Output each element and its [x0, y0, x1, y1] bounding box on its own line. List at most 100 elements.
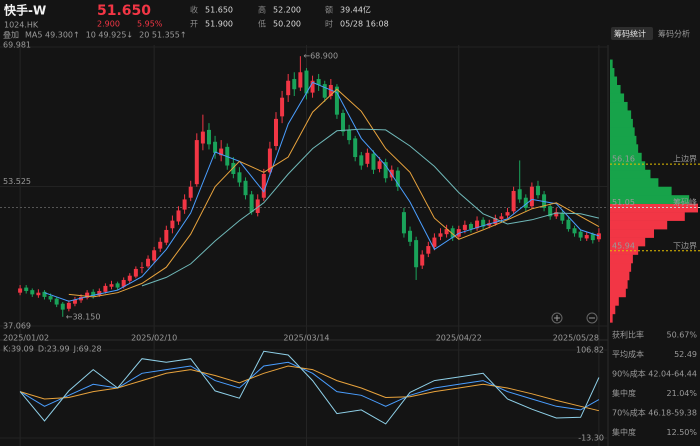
- legend-entry: MA5 49.300↑: [25, 31, 80, 40]
- chip-bar: [610, 118, 633, 128]
- candle-body: [535, 185, 540, 196]
- candle-body: [468, 224, 473, 230]
- panel-tab[interactable]: 筹码统计: [614, 29, 646, 39]
- legend-entry: 10 49.925↓: [86, 31, 133, 40]
- candle-body: [584, 235, 589, 239]
- zoom-in[interactable]: [551, 312, 563, 324]
- chip-bar: [610, 195, 690, 204]
- candle-body: [267, 148, 272, 173]
- candle-body: [371, 153, 376, 170]
- field-label: 额: [325, 5, 333, 15]
- y-tick-label: -13.30: [578, 434, 604, 443]
- candle-body: [450, 228, 455, 238]
- chip-bar: [610, 237, 646, 247]
- y-tick-label: 53.525: [3, 177, 31, 186]
- candle-body: [139, 267, 144, 269]
- candle-body: [146, 258, 151, 267]
- candle-body: [66, 302, 71, 309]
- candle-body: [347, 129, 352, 141]
- stat-value: 42.04-64.44: [648, 370, 697, 379]
- chip-bar: [610, 271, 630, 281]
- chip-bar: [610, 169, 651, 179]
- candle-body: [499, 216, 504, 219]
- candle-body: [572, 228, 577, 234]
- field-label: 时: [325, 19, 333, 29]
- chip-bar: [610, 186, 672, 196]
- x-tick-label: 2025/01/02: [3, 334, 49, 343]
- candle-body: [359, 155, 364, 166]
- stock-code: 1024.HK: [4, 21, 39, 30]
- candle-body: [158, 241, 163, 249]
- candle-body: [475, 220, 480, 229]
- price-change-pct: 5.95%: [137, 20, 163, 29]
- field-label: 低: [258, 19, 266, 29]
- candle-body: [30, 290, 35, 295]
- stat-value: 52.49: [674, 350, 697, 359]
- candle-body: [560, 212, 565, 221]
- candle-body: [389, 169, 394, 178]
- chip-bar: [610, 313, 613, 323]
- chip-bar: [610, 288, 626, 298]
- chip-bar: [610, 212, 685, 221]
- stat-label: 集中度: [612, 388, 636, 398]
- candle-body: [414, 240, 419, 268]
- field-label: 高: [258, 5, 266, 15]
- chip-level-value: 51.05: [612, 198, 635, 207]
- panel-tab[interactable]: 筹码分析: [658, 29, 690, 39]
- price-change: 2.900: [97, 20, 120, 29]
- candle-body: [505, 212, 510, 216]
- candle-body: [395, 170, 400, 187]
- zoom-out[interactable]: [586, 312, 598, 324]
- candle-body: [298, 72, 303, 88]
- stat-value: 50.67%: [666, 331, 697, 340]
- candle-body: [517, 189, 522, 200]
- chip-bar: [610, 279, 628, 289]
- candle-body: [164, 229, 169, 243]
- candle-body: [255, 199, 260, 213]
- candle-body: [109, 284, 114, 287]
- overlay-label[interactable]: 叠加: [3, 30, 19, 40]
- indicator-line: [19, 350, 600, 425]
- price-annotation: ←38.150: [66, 312, 101, 321]
- chip-bar: [610, 68, 615, 77]
- candle-body: [182, 199, 187, 210]
- candle-body: [566, 219, 571, 230]
- last-price: 51.650: [97, 3, 151, 19]
- chip-level-name: 筹码峰: [673, 197, 697, 207]
- candle-body: [444, 229, 449, 235]
- candle-body: [249, 194, 254, 213]
- legend-entry: K:39.09: [3, 345, 34, 354]
- chip-bar: [610, 144, 639, 154]
- candle-body: [36, 292, 41, 296]
- chip-bar: [610, 161, 646, 171]
- y-tick-label: 106.82: [576, 346, 604, 355]
- candle-body: [54, 298, 59, 305]
- chip-bar: [610, 203, 698, 213]
- x-tick-label: 2025/05/28: [553, 334, 599, 343]
- chip-bar: [610, 84, 621, 94]
- candle-body: [24, 287, 29, 291]
- candle-body: [596, 233, 601, 240]
- indicator-line: [68, 88, 600, 298]
- stat-label: 90%成本: [612, 369, 646, 379]
- candle-body: [261, 173, 266, 198]
- candle-body: [481, 219, 486, 227]
- candle-body: [493, 218, 498, 225]
- candle-body: [176, 210, 181, 222]
- candle-body: [219, 148, 224, 156]
- candle-body: [243, 180, 248, 196]
- candle-body: [280, 97, 285, 117]
- candle-body: [72, 299, 77, 304]
- chip-bar: [610, 178, 659, 188]
- candle-body: [60, 303, 65, 310]
- candle-body: [426, 246, 431, 254]
- candle-body: [292, 79, 297, 90]
- stat-value: 46.18-59.38: [648, 409, 697, 418]
- candle-body: [578, 231, 583, 238]
- stat-label: 集中度: [612, 427, 636, 437]
- price-annotation: ←68.900: [303, 52, 338, 61]
- candle-body: [170, 220, 175, 229]
- candle-body: [18, 288, 23, 293]
- chip-bar: [610, 254, 633, 264]
- candle-body: [152, 250, 157, 261]
